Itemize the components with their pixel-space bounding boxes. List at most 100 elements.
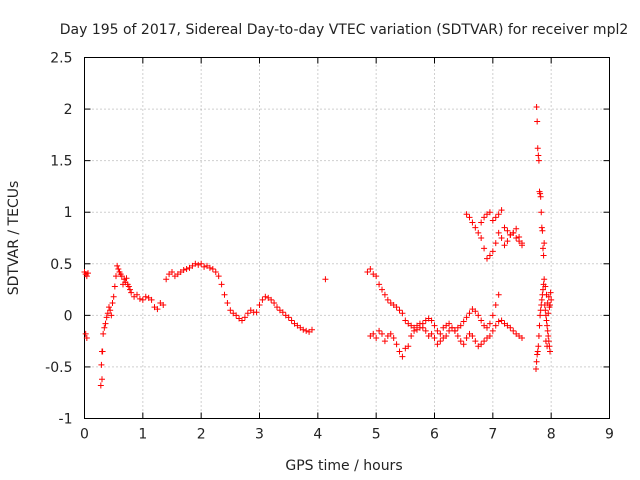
data-point (244, 310, 251, 317)
data-point (239, 317, 245, 324)
data-point (542, 307, 549, 314)
data-point (100, 330, 107, 337)
data-point (457, 338, 464, 345)
data-point (478, 341, 485, 348)
x-axis-label: GPS time / hours (285, 458, 402, 474)
data-point (548, 296, 555, 303)
data-point (402, 317, 409, 324)
y-tick-label: 2.5 (50, 51, 72, 67)
data-point (192, 260, 199, 267)
data-point (495, 291, 502, 298)
data-point (274, 304, 280, 311)
data-point (373, 273, 380, 280)
data-point (279, 309, 286, 316)
data-point (437, 338, 444, 345)
data-point (367, 265, 374, 272)
data-point (463, 314, 470, 321)
plot-frame (84, 57, 610, 419)
data-point (535, 152, 542, 159)
data-point (268, 296, 275, 303)
data-point (107, 307, 114, 314)
data-point (478, 235, 485, 241)
data-point (115, 265, 122, 272)
data-point (535, 343, 542, 350)
data-point (183, 265, 190, 272)
data-point (233, 312, 240, 319)
chart-title: Day 195 of 2017, Sidereal Day-to-day VTE… (60, 22, 629, 38)
data-point (489, 327, 496, 334)
data-point (469, 332, 476, 339)
data-point (443, 332, 450, 339)
data-point (127, 286, 133, 293)
data-point (428, 317, 435, 324)
data-point (85, 270, 91, 277)
data-point (206, 264, 213, 271)
data-point (381, 338, 388, 345)
data-point (547, 348, 553, 355)
data-point (82, 330, 89, 337)
data-point (533, 104, 540, 111)
data-point (463, 211, 470, 218)
data-point (484, 255, 490, 262)
data-point (495, 318, 502, 325)
data-point (393, 304, 400, 311)
data-point (259, 296, 266, 303)
data-point (498, 207, 505, 214)
data-point (224, 299, 231, 306)
data-point (142, 293, 149, 300)
data-point (271, 299, 278, 306)
y-axis-label: SDTVAR / TECUs (6, 181, 22, 296)
data-point (109, 299, 116, 306)
data-point (492, 240, 499, 247)
data-point (540, 245, 546, 252)
data-point (486, 209, 493, 216)
y-tick-label: 2 (64, 102, 73, 118)
data-point (489, 217, 496, 224)
data-point (125, 283, 132, 290)
data-point (419, 324, 426, 331)
data-point (108, 312, 115, 319)
data-point (446, 327, 453, 334)
data-point (322, 276, 329, 283)
data-point (446, 320, 453, 327)
x-tick-label: 6 (430, 427, 439, 443)
x-tick-label: 1 (138, 427, 147, 443)
x-tick-label: 8 (547, 427, 556, 443)
data-point (370, 330, 377, 337)
y-tick-label: -1 (59, 412, 73, 428)
data-point (416, 320, 423, 327)
data-point (495, 211, 502, 218)
data-point (139, 296, 146, 303)
data-point (110, 293, 117, 300)
data-point (103, 314, 110, 321)
data-point (379, 330, 385, 337)
data-point (405, 343, 412, 350)
data-point (376, 281, 383, 288)
data-point (102, 320, 109, 327)
data-point (463, 335, 470, 342)
data-point (393, 341, 400, 348)
data-point (510, 229, 517, 236)
data-point (457, 322, 464, 329)
data-point (460, 341, 467, 348)
data-point (113, 273, 119, 280)
data-point (460, 318, 467, 325)
data-point (169, 269, 175, 276)
data-point (376, 327, 383, 334)
y-tick-label: 0 (64, 308, 73, 324)
data-point (422, 327, 429, 334)
data-point (373, 335, 380, 342)
data-point (285, 314, 292, 321)
data-point (262, 293, 269, 300)
data-point (428, 330, 435, 337)
data-point (498, 235, 505, 241)
data-point (434, 327, 441, 334)
x-tick-label: 2 (197, 427, 206, 443)
data-point (538, 296, 545, 303)
data-point (114, 262, 121, 269)
data-point (534, 348, 541, 355)
data-point (516, 233, 523, 240)
data-point (300, 326, 307, 333)
data-point (535, 332, 542, 339)
data-point (547, 289, 554, 296)
